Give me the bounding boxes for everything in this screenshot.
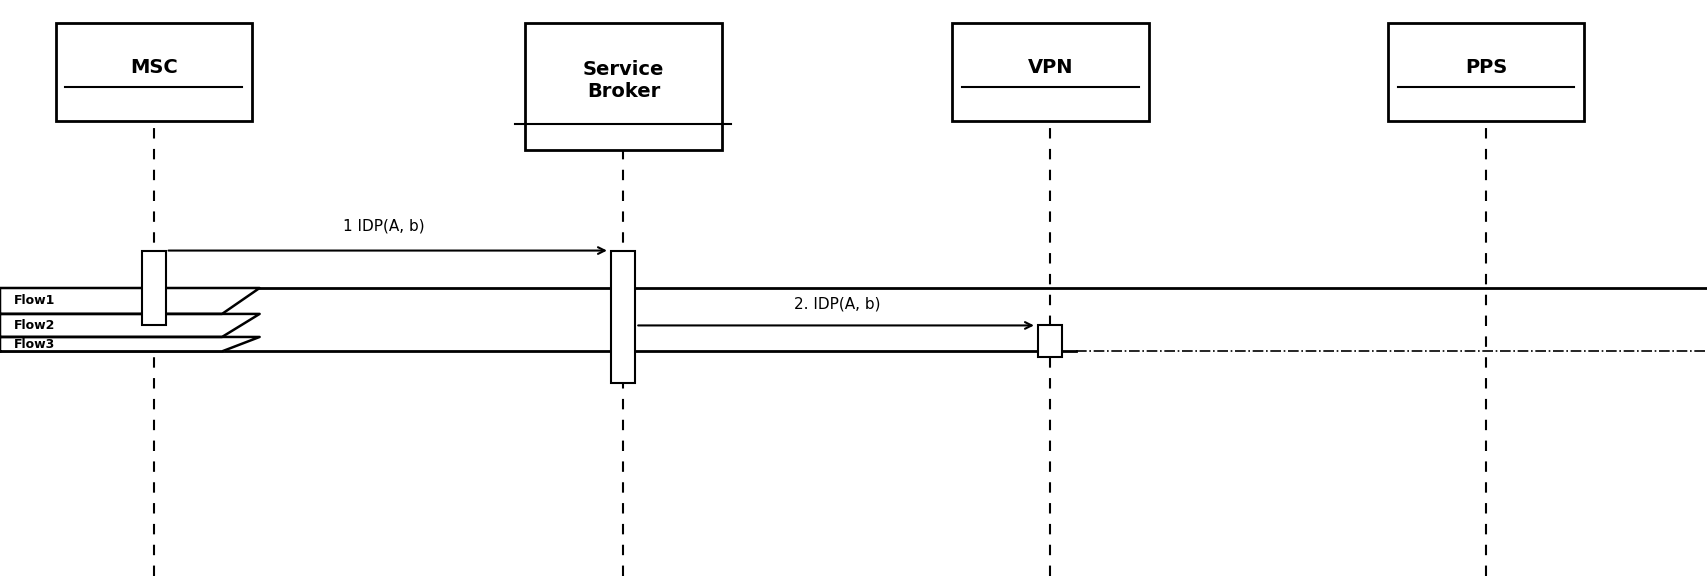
Bar [526, 23, 720, 150]
Bar [55, 23, 253, 121]
Text: Flow2: Flow2 [14, 319, 55, 332]
Bar [142, 251, 166, 325]
Polygon shape [0, 288, 259, 314]
Polygon shape [0, 337, 259, 351]
Text: VPN: VPN [1028, 58, 1072, 77]
Text: MSC: MSC [130, 58, 178, 77]
Text: 2. IDP(A, b): 2. IDP(A, b) [794, 296, 879, 311]
Bar [611, 251, 635, 383]
Text: 1 IDP(A, b): 1 IDP(A, b) [343, 218, 425, 233]
Polygon shape [0, 314, 259, 337]
Bar [953, 23, 1147, 121]
Text: Flow3: Flow3 [14, 338, 55, 351]
Text: Service
Broker: Service Broker [582, 59, 664, 101]
Bar [1038, 325, 1062, 357]
Bar [1386, 23, 1584, 121]
Text: Flow1: Flow1 [14, 294, 55, 308]
Text: PPS: PPS [1465, 58, 1506, 77]
